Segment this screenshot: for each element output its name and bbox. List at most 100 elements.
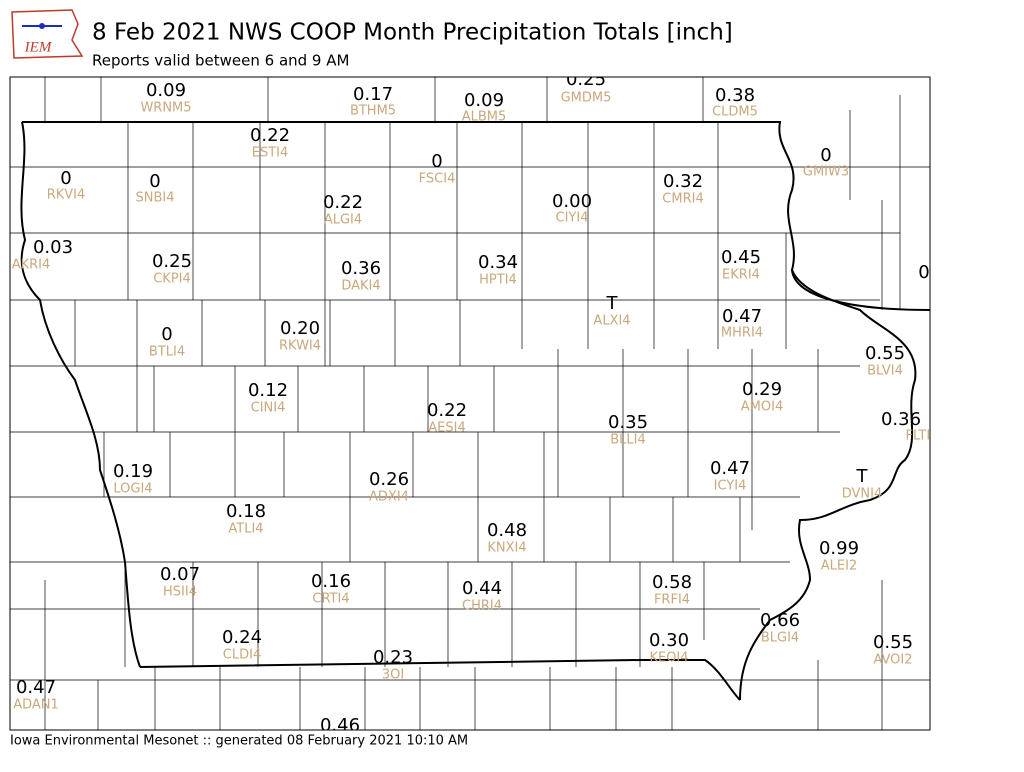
station-id: CLDM5 (712, 105, 758, 120)
station-id: AVOI2 (873, 653, 912, 668)
station-id: HSII4 (163, 585, 197, 600)
station-value: 0 (431, 151, 442, 172)
station-id: ADXI4 (369, 490, 409, 505)
station-id: FSCI4 (419, 172, 456, 187)
station-value: T (606, 293, 619, 314)
station-value: 0.36 (341, 258, 381, 279)
station-id: GMIW3 (803, 165, 849, 180)
station-value: 0.44 (462, 578, 502, 599)
station-value: 0.12 (248, 380, 288, 401)
station-value: 0.30 (649, 630, 689, 651)
station-id: AMOI4 (741, 400, 783, 415)
map-frame (9, 76, 931, 731)
station-value: 0.47 (722, 306, 762, 327)
station-id: ESTI4 (252, 146, 289, 161)
station-id: ADAN1 (13, 698, 59, 713)
county-lines (10, 77, 930, 730)
station-id: KNXI4 (487, 541, 526, 556)
station-value: 0.22 (323, 192, 363, 213)
station-id: CRTI4 (312, 592, 349, 607)
station-id: CMRI4 (662, 192, 703, 207)
station-id: BTLI4 (149, 345, 185, 360)
station-id: AESI4 (428, 421, 465, 436)
station-value: 0.35 (608, 412, 648, 433)
station-value: 0.26 (369, 469, 409, 490)
station-id: BLGI4 (761, 631, 799, 646)
station-id: ALEI2 (821, 559, 857, 574)
station-id: CIYI4 (556, 211, 589, 226)
station-id: RKVI4 (47, 188, 86, 203)
station-id: ALGI4 (324, 213, 362, 228)
station-value: 0.29 (742, 379, 782, 400)
logo-text: IEM (24, 39, 53, 55)
station-id: BLLI4 (610, 433, 646, 448)
station-value: 0.34 (478, 252, 518, 273)
subtitle: Reports valid between 6 and 9 AM (92, 52, 349, 70)
station-id: CLDI4 (223, 648, 261, 663)
station-id: HPTI4 (479, 273, 517, 288)
station-id: DAKI4 (341, 279, 380, 294)
footer: Iowa Environmental Mesonet :: generated … (10, 734, 468, 749)
station-value: 0.66 (760, 610, 800, 631)
station-value: 0.07 (160, 564, 200, 585)
station-value: 0 (149, 171, 160, 192)
station-value: 0.47 (710, 458, 750, 479)
station-id: 3OI (382, 668, 404, 683)
station-value: 0.55 (865, 343, 905, 364)
station-value: 0.18 (226, 501, 266, 522)
station-value: T (856, 466, 869, 487)
station-id: CKPI4 (153, 272, 191, 287)
station-value: 0.09 (146, 80, 186, 101)
station-value: 0 (820, 145, 831, 166)
station-id: DVNI4 (842, 487, 883, 502)
station-value: 0.24 (222, 627, 262, 648)
station-value: 0.17 (353, 84, 393, 105)
station-value: 0.19 (113, 461, 153, 482)
station-value: 0.47 (16, 677, 56, 698)
station-id: LOGI4 (113, 482, 152, 497)
station-value: 0.46 (320, 715, 360, 736)
state-borders (20, 121, 930, 701)
station-id: CHRI4 (462, 599, 502, 614)
station-value: 0 (918, 262, 929, 283)
station-id: EKRI4 (722, 268, 760, 283)
station-value: 0.45 (721, 247, 761, 268)
station-value: 0.38 (715, 85, 755, 106)
station-id: BTHM5 (350, 104, 396, 119)
station-id: WRNM5 (140, 101, 191, 116)
station-id: ATLI4 (228, 522, 263, 537)
station-value: 0.22 (427, 400, 467, 421)
station-value: 0.36 (881, 409, 921, 430)
station-id: MHRI4 (721, 326, 763, 341)
station-value: 0.00 (552, 191, 592, 212)
station-value: 0.09 (464, 90, 504, 111)
station-value: 0 (60, 168, 71, 189)
station-value: 0 (161, 324, 172, 345)
station-value: 0.16 (311, 571, 351, 592)
station-value: 0.99 (819, 538, 859, 559)
station-id: RKWI4 (279, 339, 321, 354)
logo: IEM (11, 9, 84, 59)
station-value: 0.20 (280, 318, 320, 339)
station-id: GMDM5 (561, 91, 612, 106)
station-value: 0.55 (873, 632, 913, 653)
station-value: 0.25 (566, 69, 606, 90)
station-id: AKRI4 (12, 258, 51, 273)
station-value: 0.58 (652, 572, 692, 593)
title: 8 Feb 2021 NWS COOP Month Precipitation … (92, 20, 733, 46)
station-value: 0.23 (373, 647, 413, 668)
station-id: CINI4 (251, 401, 286, 416)
station-id: FRFI4 (654, 593, 690, 608)
station-value: 0.32 (663, 171, 703, 192)
station-id: ALXI4 (593, 314, 630, 329)
station-id: ICYI4 (714, 479, 747, 494)
station-value: 0.25 (152, 251, 192, 272)
station-id: BLVI4 (867, 364, 903, 379)
station-value: 0.48 (487, 520, 527, 541)
station-id: FLTI2 (906, 429, 939, 444)
station-value: 0.22 (250, 125, 290, 146)
station-id: ALBM5 (462, 110, 507, 125)
station-value: 0.03 (33, 237, 73, 258)
